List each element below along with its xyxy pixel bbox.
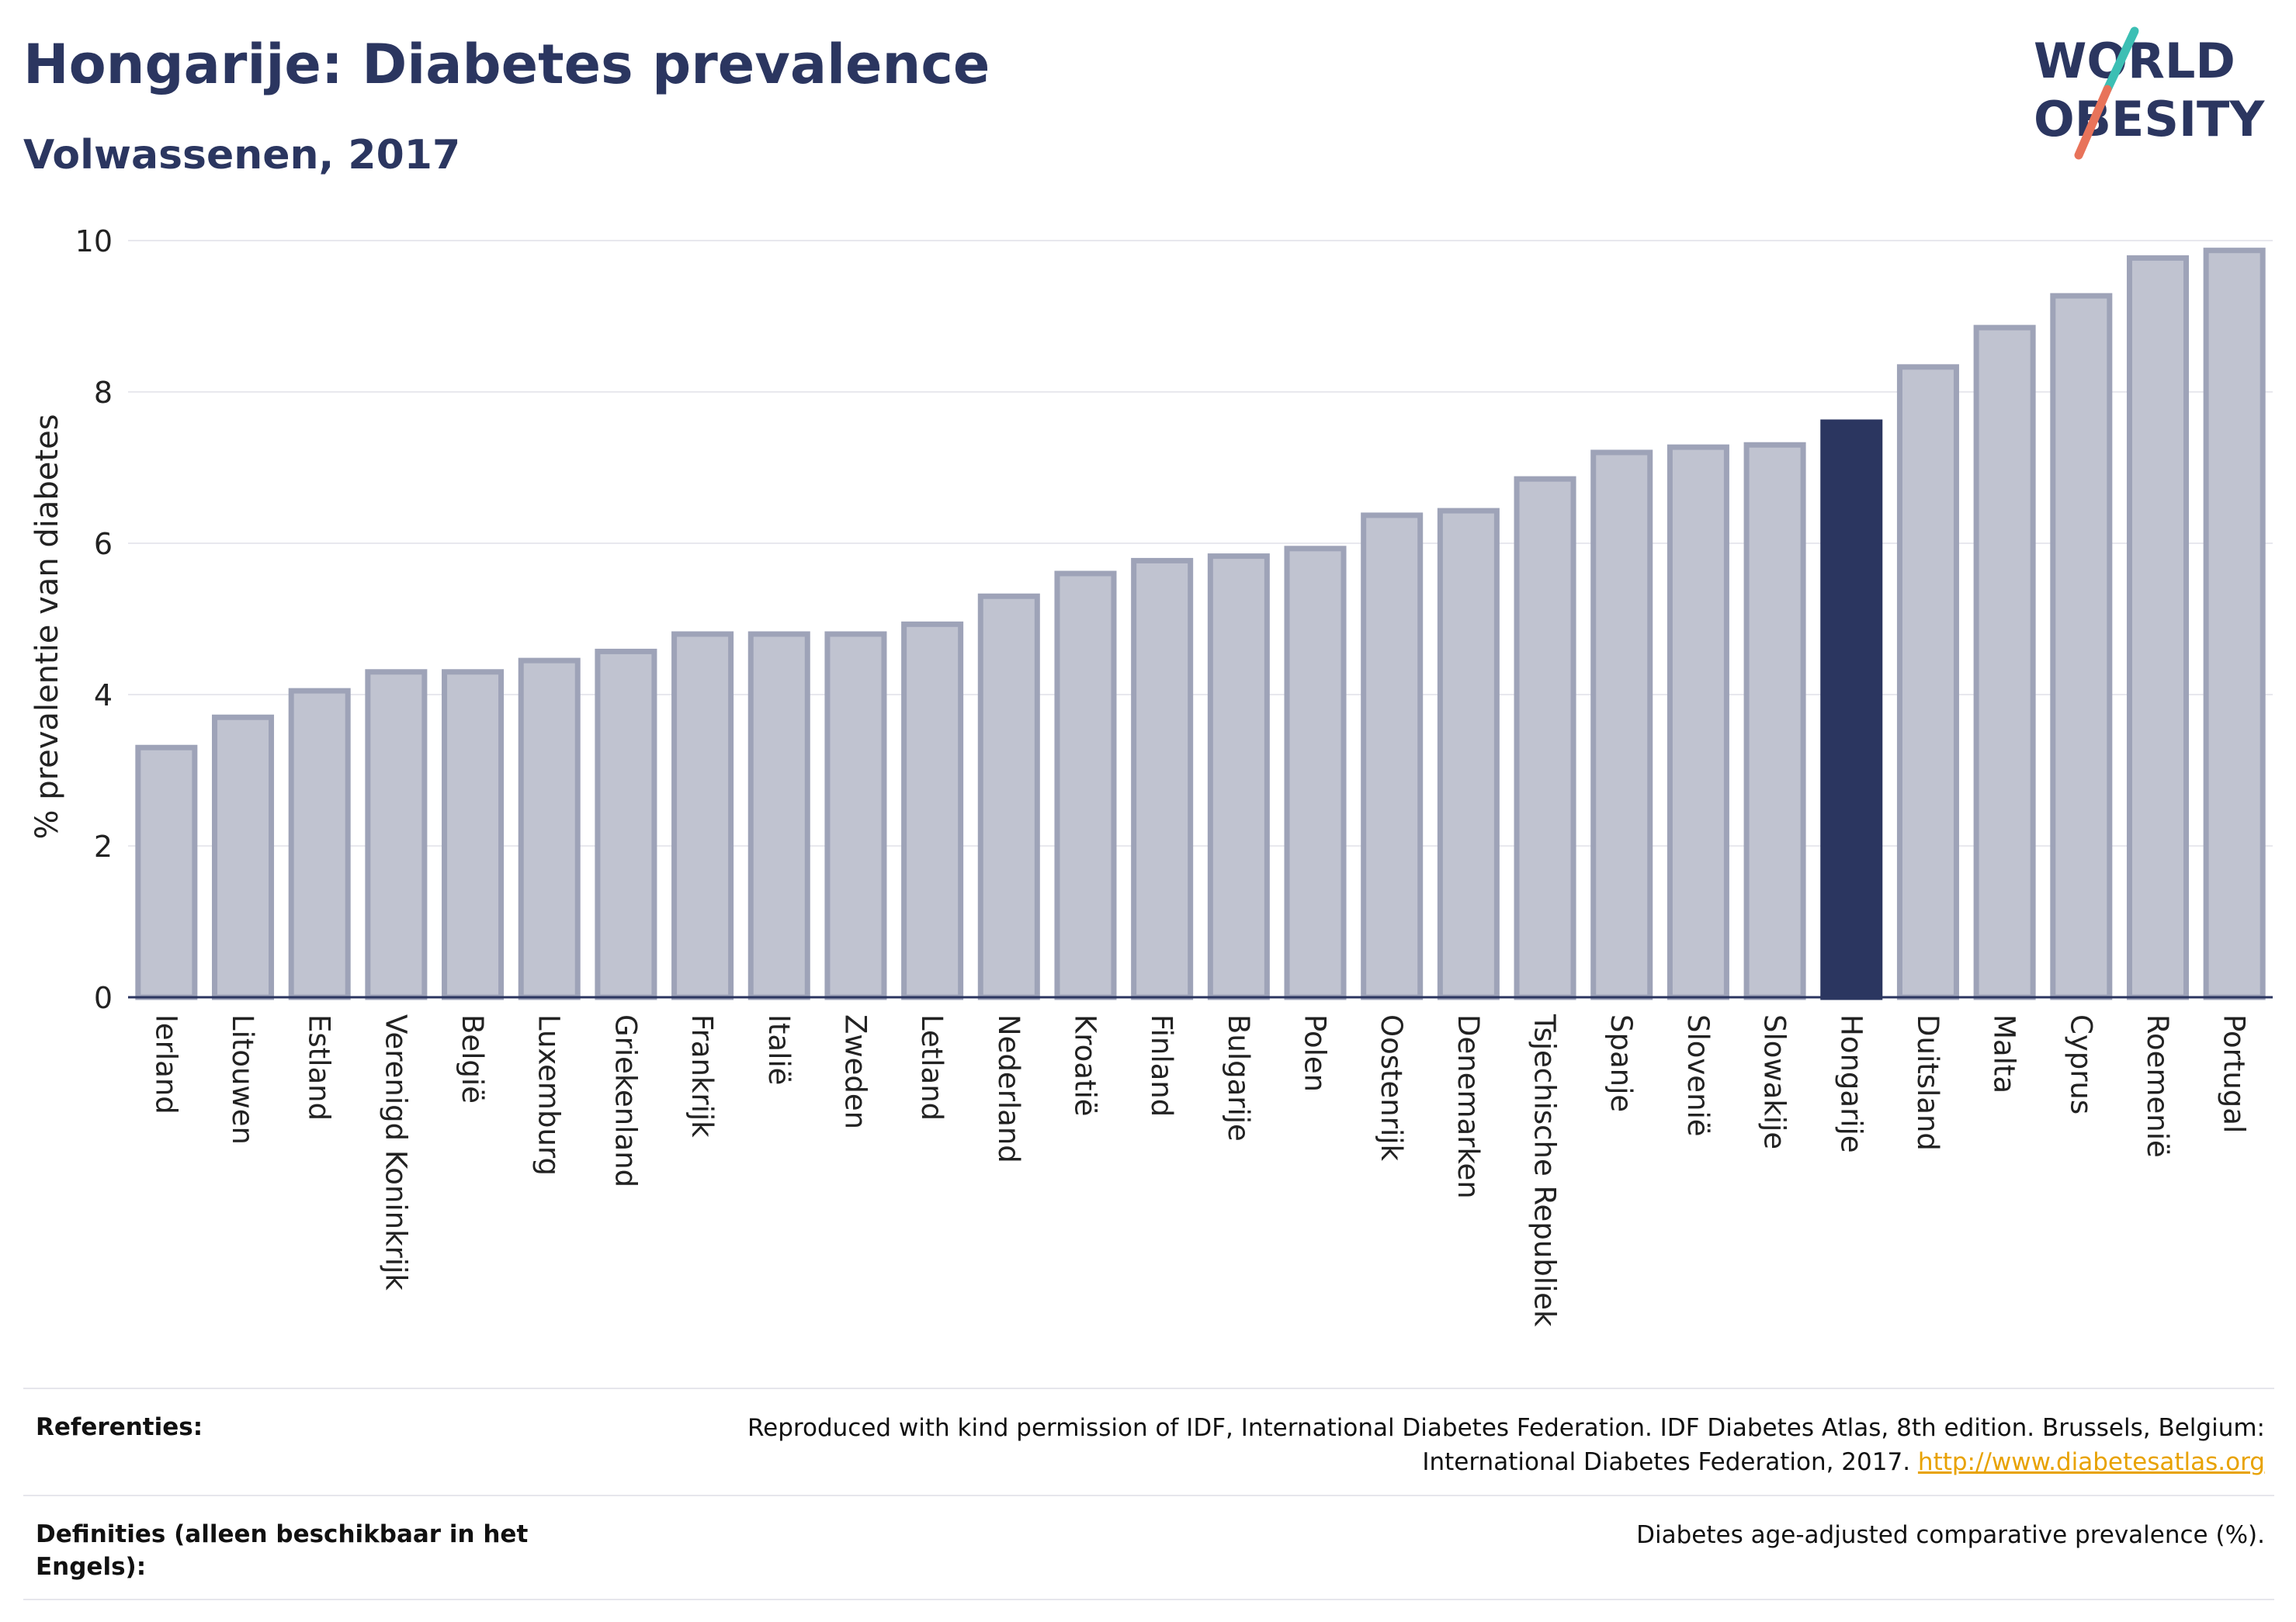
- x-tick-label: Finland: [1145, 1014, 1178, 1117]
- x-tick-label: Ierland: [149, 1014, 182, 1114]
- x-tick-label: Slowakije: [1758, 1014, 1791, 1149]
- y-tick-label: 4: [94, 678, 113, 712]
- bar-slowakije: [1743, 442, 1806, 1000]
- bar-griekenland: [595, 648, 657, 1000]
- x-tick-label: Letland: [915, 1014, 949, 1121]
- bar-nederland: [977, 593, 1040, 1000]
- definitions-row: Definities (alleen beschikbaar in het En…: [23, 1495, 2274, 1600]
- y-tick-label: 6: [94, 527, 113, 561]
- definitions-text: Diabetes age-adjusted comparative preval…: [1636, 1521, 2265, 1549]
- x-tick-label: Verenigd Koninkrijk: [379, 1014, 412, 1291]
- x-tick-label: Frankrijk: [685, 1014, 719, 1138]
- chart-title: Hongarije: Diabetes prevalence: [23, 33, 990, 96]
- bar-luxemburg: [518, 657, 581, 1000]
- bar-slovenië: [1667, 444, 1729, 1000]
- bar-cyprus: [2050, 293, 2113, 1000]
- bar-roemenië: [2126, 255, 2189, 1000]
- references-text-block: Reproduced with kind permission of IDF, …: [619, 1411, 2274, 1479]
- x-tick-label: Roemenië: [2141, 1014, 2174, 1158]
- x-tick-label: Bulgarije: [1222, 1014, 1255, 1142]
- bar-malta: [1973, 324, 2036, 1000]
- x-tick-label: Polen: [1299, 1014, 1332, 1092]
- bar-tsjechische-republiek: [1514, 476, 1576, 1000]
- bar-frankrijk: [671, 631, 734, 1000]
- bar-chart: 0 2 4 6 8 10 % prevalentie van diabetes Ierland…: [29, 224, 2273, 1327]
- y-axis-title: % prevalentie van diabetes: [29, 414, 65, 839]
- references-table: Referenties: Reproduced with kind permis…: [23, 1388, 2274, 1600]
- x-tick-label: Oostenrijk: [1375, 1014, 1408, 1162]
- x-tick-label: Luxemburg: [532, 1014, 566, 1176]
- x-tick-label: Malta: [1988, 1014, 2021, 1093]
- bar-verenigd-koninkrijk: [365, 669, 428, 1000]
- world-obesity-logo: WORLD OBESITY: [2034, 26, 2265, 160]
- logo-slash-bottom: [2074, 85, 2112, 160]
- x-tick-label: Portugal: [2218, 1014, 2251, 1133]
- bar-hongarije: [1820, 419, 1883, 1000]
- references-row: Referenties: Reproduced with kind permis…: [23, 1388, 2274, 1495]
- references-text: Reproduced with kind permission of IDF, …: [747, 1414, 2265, 1476]
- references-label: Referenties:: [36, 1413, 203, 1441]
- bar-polen: [1284, 546, 1347, 1000]
- bar-portugal: [2203, 248, 2266, 1000]
- logo-line1: WORLD: [2034, 33, 2235, 89]
- bar-belgië: [442, 669, 505, 1000]
- x-tick-label: Litouwen: [226, 1014, 259, 1145]
- x-tick-label: Duitsland: [1911, 1014, 1944, 1151]
- chart-subtitle: Volwassenen, 2017: [23, 132, 461, 178]
- bar-estland: [288, 688, 351, 1000]
- y-tick-label: 8: [94, 376, 113, 410]
- x-tick-label: Zweden: [838, 1014, 872, 1129]
- bar-italië: [747, 631, 810, 1000]
- x-tick-label: België: [456, 1014, 489, 1104]
- definitions-label: Definities (alleen beschikbaar in het En…: [36, 1520, 529, 1581]
- x-tick-label: Nederland: [992, 1014, 1025, 1163]
- bar-letland: [901, 621, 964, 1000]
- logo-slash-top: [2103, 26, 2139, 94]
- x-tick-label: Hongarije: [1834, 1014, 1868, 1153]
- x-tick-label: Slovenië: [1681, 1014, 1715, 1137]
- references-link[interactable]: http://www.diabetesatlas.org: [1917, 1448, 2265, 1476]
- x-tick-label: Cyprus: [2064, 1014, 2097, 1114]
- logo-line2: OBESITY: [2034, 91, 2265, 147]
- y-tick-label: 0: [94, 981, 113, 1015]
- bar-duitsland: [1896, 364, 1959, 1000]
- x-tick-label: Griekenland: [609, 1014, 642, 1187]
- bar-finland: [1131, 557, 1194, 1000]
- x-tick-label: Spanje: [1604, 1014, 1638, 1112]
- bar-bulgarije: [1207, 553, 1270, 1000]
- x-tick-label: Kroatië: [1068, 1014, 1101, 1117]
- x-tick-label: Denemarken: [1451, 1014, 1485, 1199]
- y-tick-label: 10: [75, 224, 113, 258]
- bar-kroatië: [1054, 570, 1117, 1000]
- bar-litouwen: [212, 714, 275, 1000]
- bar-zweden: [824, 631, 887, 1000]
- bar-oostenrijk: [1361, 512, 1424, 1000]
- bar-ierland: [135, 744, 198, 1000]
- bar-spanje: [1590, 449, 1653, 1000]
- x-tick-label: Italië: [762, 1014, 796, 1085]
- x-tick-label: Tsjechische Republiek: [1528, 1014, 1562, 1327]
- bar-denemarken: [1437, 508, 1500, 1000]
- x-tick-label: Estland: [303, 1014, 336, 1121]
- y-tick-label: 2: [94, 830, 113, 864]
